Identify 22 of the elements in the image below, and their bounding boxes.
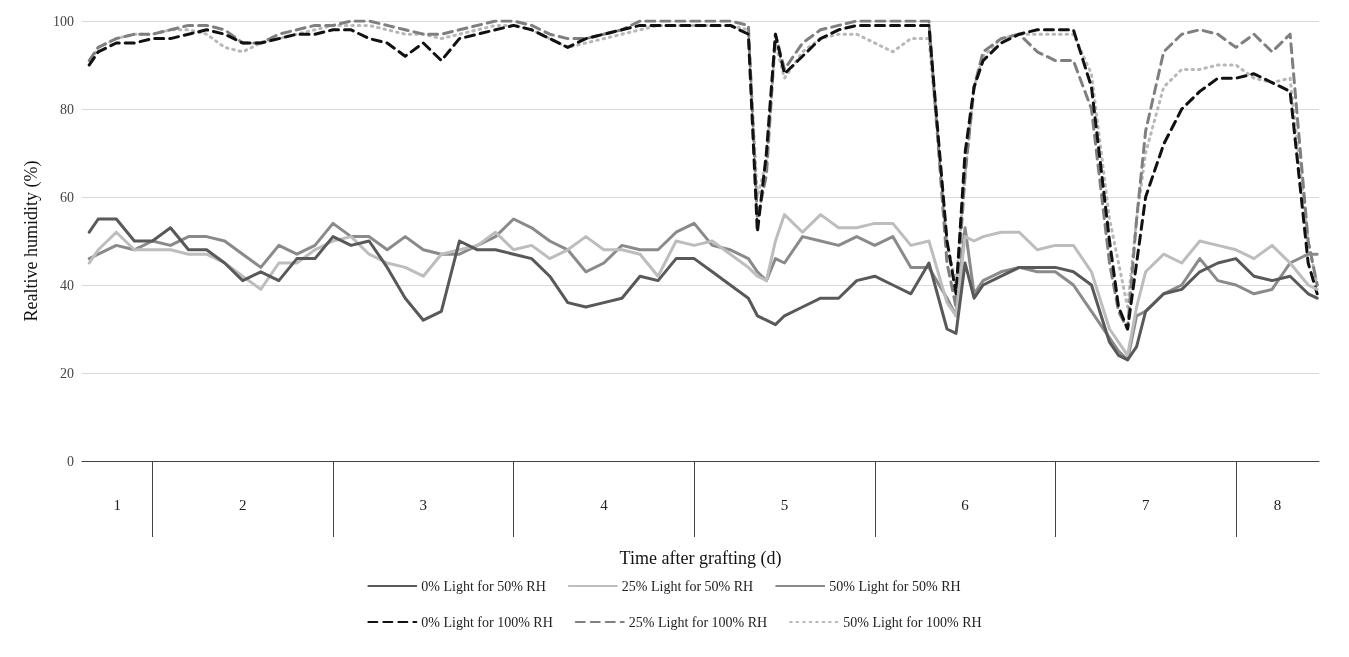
- x-tick-label: 3: [419, 496, 428, 513]
- x-axis-title: Time after grafting (d): [619, 548, 782, 569]
- legend-label: 0% Light for 100% RH: [421, 614, 553, 630]
- y-tick-label: 0: [67, 453, 74, 469]
- legend-label: 0% Light for 50% RH: [421, 578, 546, 594]
- y-tick-label: 60: [60, 189, 74, 205]
- x-tick-label: 2: [238, 496, 247, 513]
- legend-label: 25% Light for 100% RH: [628, 614, 768, 630]
- x-tick-label: 7: [1141, 496, 1150, 513]
- legend-label: 50% Light for 100% RH: [843, 614, 982, 630]
- y-tick-label: 20: [60, 365, 74, 381]
- y-tick-label: 40: [60, 277, 74, 293]
- x-tick-label: 1: [113, 496, 121, 513]
- x-tick-label: 6: [961, 496, 970, 513]
- legend-label: 25% Light for 50% RH: [621, 578, 754, 594]
- x-tick-label: 4: [600, 496, 609, 513]
- x-tick-label: 8: [1273, 496, 1282, 513]
- y-axis-title: Realtive humidity (%): [21, 160, 42, 322]
- x-tick-label: 5: [780, 496, 789, 513]
- legend-label: 50% Light for 50% RH: [829, 578, 961, 594]
- y-tick-label: 100: [53, 13, 74, 29]
- y-tick-label: 80: [60, 101, 74, 117]
